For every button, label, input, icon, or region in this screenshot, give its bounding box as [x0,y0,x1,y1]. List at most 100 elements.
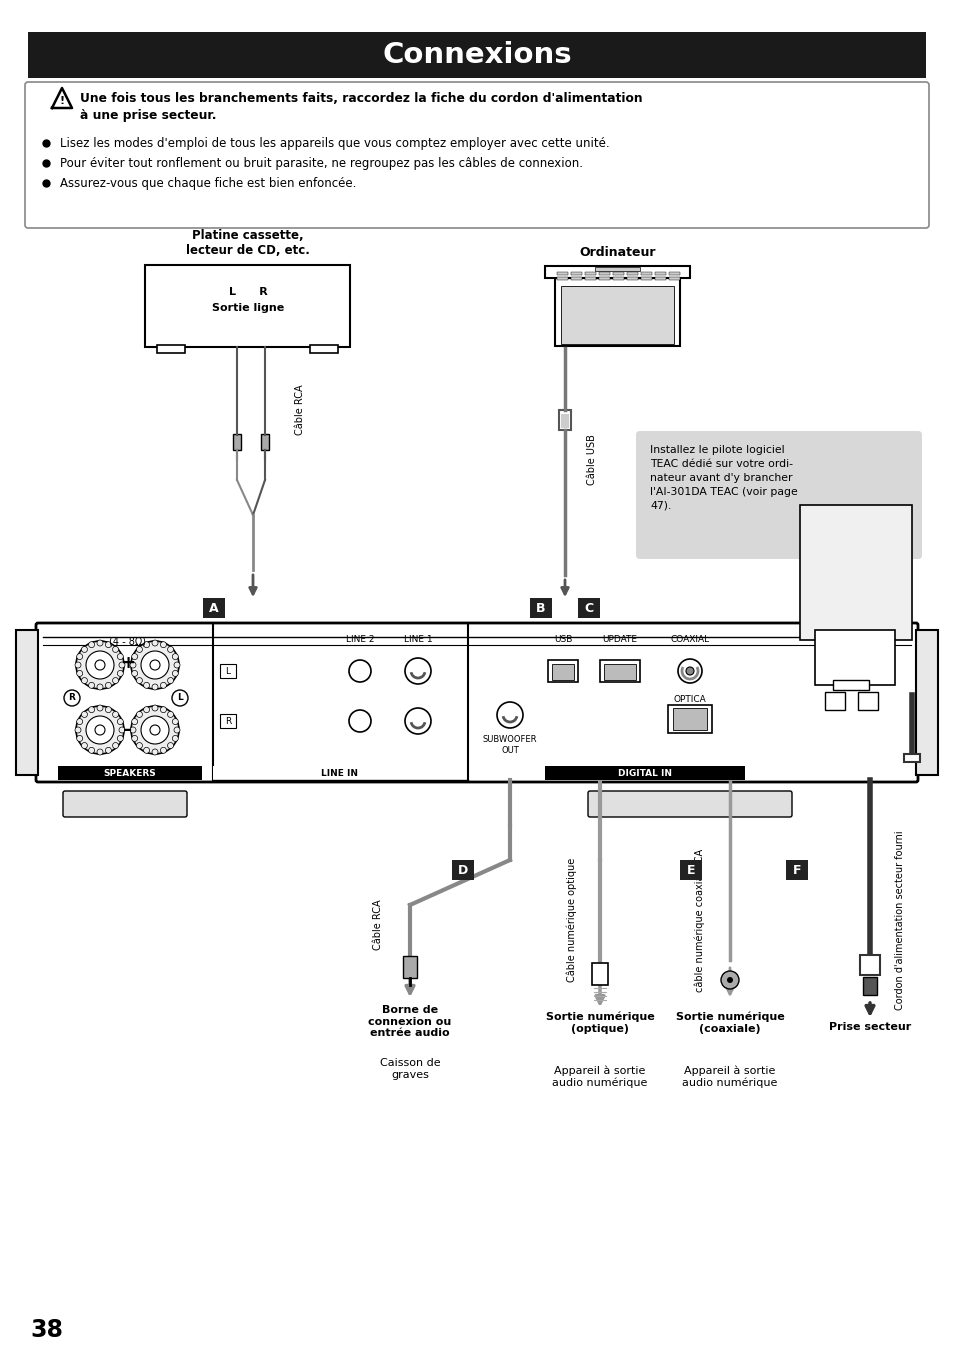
Text: OPTICA: OPTICA [673,696,705,704]
Bar [584,278,596,280]
Bar [452,860,474,880]
Bar [560,286,673,344]
Bar [145,265,350,347]
Bar [557,272,567,275]
Circle shape [81,646,88,653]
Text: DIGITAL IN: DIGITAL IN [618,769,671,777]
Circle shape [95,724,105,735]
Text: Assurez-vous que chaque fiche est bien enfoncée.: Assurez-vous que chaque fiche est bien e… [60,176,356,190]
Bar [668,278,679,280]
Text: A: A [209,601,218,615]
Text: LINE 1: LINE 1 [403,635,432,645]
Text: USB: USB [554,635,572,645]
Bar [814,630,894,685]
Circle shape [141,716,169,743]
Bar [785,860,807,880]
Text: +: + [120,654,135,672]
Circle shape [172,691,188,705]
Circle shape [106,747,112,753]
Bar [213,766,468,780]
Circle shape [130,727,136,733]
Text: L      R: L R [229,287,267,297]
Circle shape [117,735,123,742]
Bar [800,505,911,640]
Bar [584,272,596,275]
Bar [598,272,609,275]
Circle shape [141,651,169,678]
Circle shape [117,654,123,659]
Text: Ordinateur: Ordinateur [579,245,656,259]
Bar [310,345,337,353]
Circle shape [136,742,142,749]
Bar [592,963,607,984]
Bar [613,272,623,275]
Circle shape [112,711,118,718]
Circle shape [160,747,166,753]
Bar [903,754,919,762]
Bar [679,860,701,880]
Text: LINE IN: LINE IN [321,769,358,777]
Circle shape [136,646,142,653]
Text: LINE 2: LINE 2 [345,635,374,645]
Circle shape [89,682,94,688]
Circle shape [152,640,158,646]
Text: Une fois tous les branchements faits, raccordez la fiche du cordon d'alimentatio: Une fois tous les branchements faits, ra… [80,92,642,106]
Bar [655,278,665,280]
Circle shape [160,642,166,647]
Circle shape [173,727,180,733]
Bar [557,278,567,280]
Circle shape [132,654,137,659]
Circle shape [168,711,173,718]
Text: Installez le pilote logiciel
TEAC dédié sur votre ordi-
nateur avant d'y branche: Installez le pilote logiciel TEAC dédié … [649,445,797,510]
FancyBboxPatch shape [63,791,187,816]
Circle shape [152,684,158,691]
Circle shape [132,670,137,677]
Bar [598,278,609,280]
Bar [857,692,877,709]
Bar [571,272,581,275]
Circle shape [160,682,166,688]
Circle shape [117,670,123,677]
Bar [668,272,679,275]
Circle shape [152,749,158,756]
Bar [544,265,689,278]
Circle shape [136,677,142,684]
Text: Appareil à sortie
audio numérique: Appareil à sortie audio numérique [552,1066,647,1087]
Bar [558,410,571,431]
Bar [28,32,925,79]
Circle shape [144,747,150,753]
Circle shape [76,719,83,724]
Circle shape [81,677,88,684]
Circle shape [152,705,158,711]
Circle shape [89,747,94,753]
Text: E: E [686,864,695,876]
Text: SPEAKERS: SPEAKERS [104,769,156,777]
Circle shape [144,682,150,688]
Circle shape [172,654,178,659]
Text: Lisez les modes d'emploi de tous les appareils que vous comptez employer avec ce: Lisez les modes d'emploi de tous les app… [60,137,609,149]
Circle shape [349,709,371,733]
Circle shape [144,707,150,712]
Circle shape [112,646,118,653]
Text: Prise secteur: Prise secteur [828,1022,910,1032]
Circle shape [76,705,124,754]
Circle shape [150,659,160,670]
Circle shape [106,682,112,688]
Bar [58,766,202,780]
Bar [530,598,552,617]
Circle shape [726,978,732,983]
Text: Connexions: Connexions [382,41,571,69]
Text: Pour éviter tout ronflement ou bruit parasite, ne regroupez pas les câbles de co: Pour éviter tout ronflement ou bruit par… [60,157,582,169]
Circle shape [119,662,125,668]
FancyBboxPatch shape [636,431,921,559]
Text: à une prise secteur.: à une prise secteur. [80,110,216,122]
Bar [220,663,235,678]
Bar [655,272,665,275]
Circle shape [168,742,173,749]
Bar [203,598,225,617]
Bar [555,278,679,347]
Text: L: L [177,693,183,703]
Text: –: – [123,720,132,739]
Bar [640,278,651,280]
Circle shape [160,707,166,712]
